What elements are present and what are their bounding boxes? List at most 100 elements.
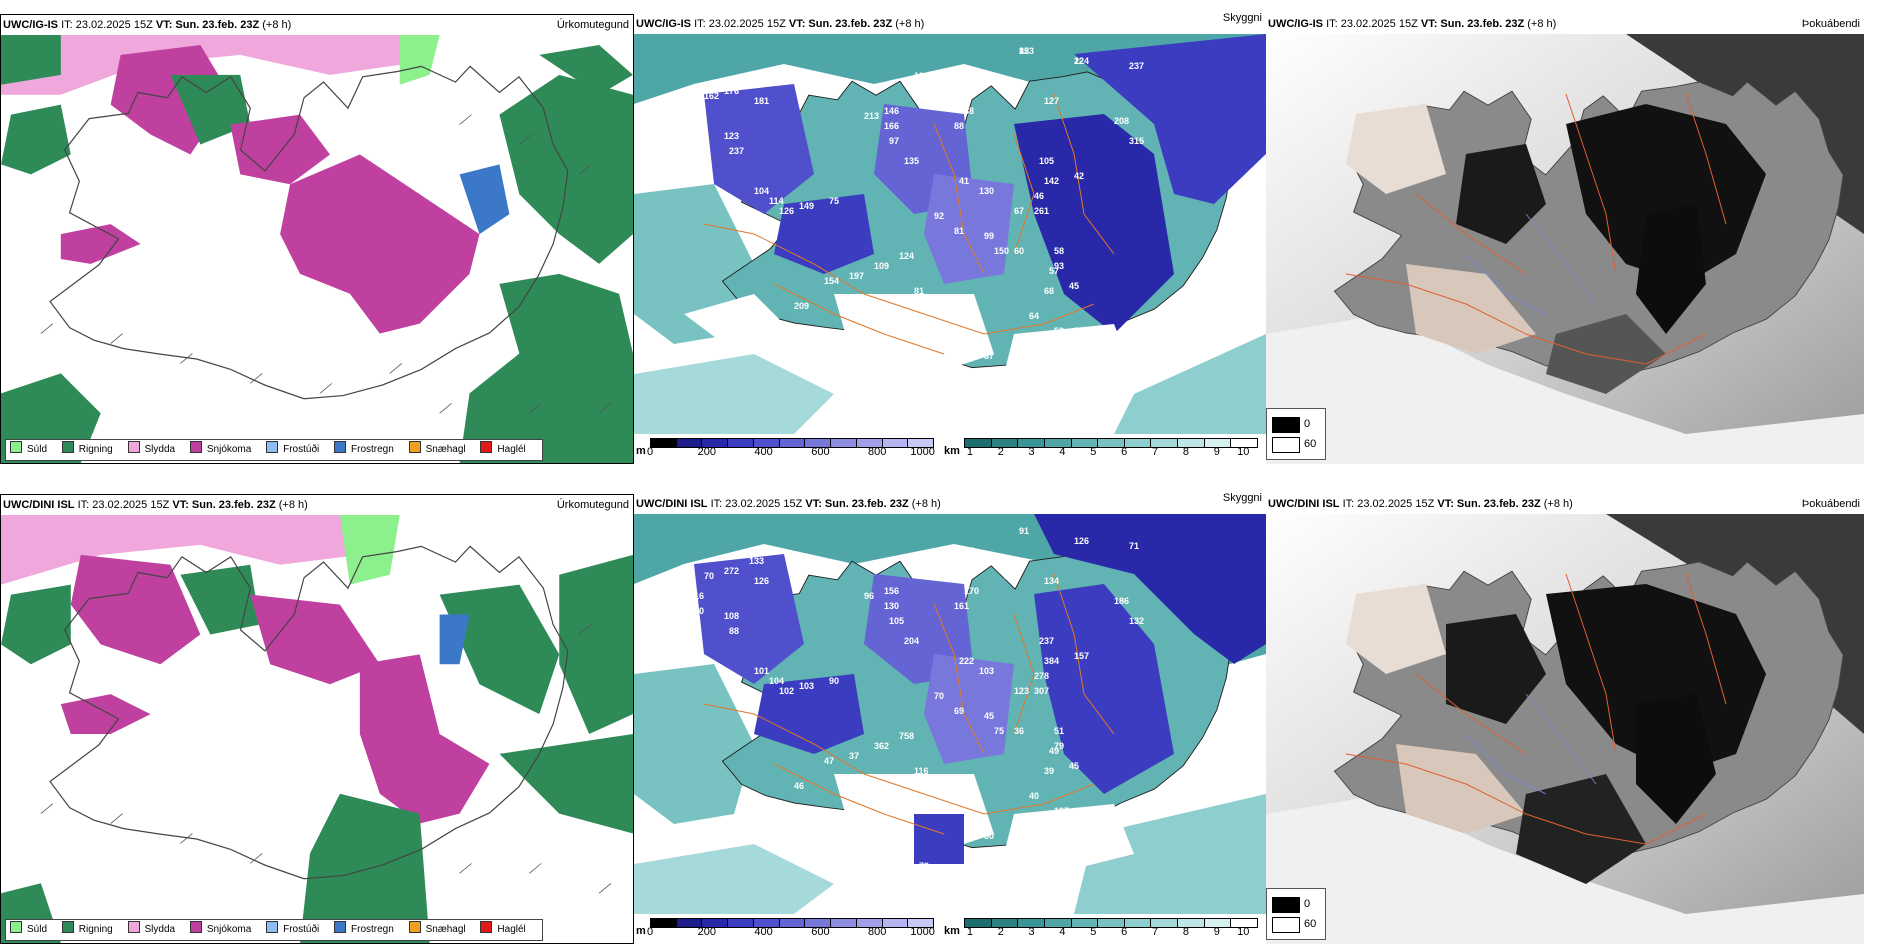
init-time: IT: 23.02.2025 15Z: [61, 19, 153, 31]
visibility-map[interactable]: 85 124 237 61 78 59 94 127 193 66 88 88 208 315 162 176…: [634, 34, 1266, 434]
legend-label: Snæhagl: [425, 444, 466, 455]
fog-map-canvas: [1266, 514, 1864, 944]
ceiling-value-label: 261: [1034, 206, 1049, 216]
visibility-colorbar: km 1 2 3 4 5 6 7 8 9 10: [944, 916, 1262, 940]
tick-label: 4: [1059, 926, 1066, 938]
init-time: IT: 23.02.2025 15Z: [1342, 498, 1435, 510]
legend-swatch: [480, 921, 493, 933]
fog-key-label: 60: [1304, 918, 1317, 930]
ceiling-value-label: 176: [919, 381, 934, 391]
ceiling-value-label: 81: [954, 226, 964, 236]
tick-label: 1: [966, 926, 973, 938]
visibility-unit: km: [944, 925, 960, 937]
ceiling-value-label: 315: [1129, 136, 1144, 146]
ceiling-value-label: 156: [884, 586, 899, 596]
precip-map[interactable]: [1, 515, 633, 943]
legend-item: Snæhagl: [408, 440, 466, 460]
ceiling-value-label: 186: [1114, 596, 1129, 606]
precip-map-canvas: [1, 35, 633, 463]
fog-map[interactable]: [1266, 514, 1864, 944]
ceiling-value-label: 78: [994, 76, 1004, 86]
ceiling-value-label: 30: [984, 831, 994, 841]
ceiling-value-label: 88: [954, 121, 964, 131]
legend-label: Rigning: [78, 924, 113, 935]
ceiling-value-label: 101: [754, 666, 769, 676]
tick-label: 7: [1152, 446, 1159, 458]
ceiling-value-label: 102: [779, 686, 794, 696]
ceiling-value-label: 61: [964, 66, 974, 76]
ceiling-value-label: 57: [1049, 266, 1059, 276]
tick-label: 0: [646, 926, 654, 938]
precip-type-panel-top: UWC/IG-IS IT: 23.02.2025 15Z VT: Sun. 23…: [0, 14, 634, 464]
tick-label: 2: [997, 926, 1004, 938]
ceiling-value-label: 45: [984, 711, 994, 721]
ceiling-value-label: 126: [1074, 536, 1089, 546]
ceiling-value-label: 79: [1054, 741, 1064, 751]
ceiling-value-label: 176: [724, 86, 739, 96]
fog-key-swatch: [1272, 897, 1300, 913]
ceiling-value-label: 69: [954, 706, 964, 716]
fog-map-canvas: [1266, 34, 1864, 464]
precip-legend: Súld Rigning Slydda Snjókoma Frostúði Fr…: [5, 439, 543, 461]
valid-time: Sun. 23.feb. 23Z: [175, 19, 260, 31]
legend-label: Snjókoma: [206, 444, 252, 455]
ceiling-value-label: 157: [1074, 651, 1089, 661]
ceiling-value-label: 384: [1044, 656, 1059, 666]
panel-header: UWC/DINI ISL IT: 23.02.2025 15Z VT: Sun.…: [1266, 494, 1900, 514]
legend-swatch: [127, 441, 140, 453]
ceiling-value-label: 114: [769, 196, 784, 206]
valid-time: Sun. 23.feb. 23Z: [1440, 18, 1525, 30]
legend-label: Snæhagl: [425, 924, 466, 935]
precip-map[interactable]: [1, 35, 633, 463]
tick-label: 10: [1237, 926, 1250, 938]
panel-header: UWC/DINI ISL IT: 23.02.2025 15Z VT: Sun.…: [634, 492, 1266, 514]
fog-map[interactable]: [1266, 34, 1864, 464]
legend-label: Frostúði: [283, 444, 320, 455]
ceiling-value-label: 689: [689, 126, 704, 136]
ceiling-value-label: 97: [889, 136, 899, 146]
ceiling-value-label: 72: [1074, 326, 1084, 336]
ceiling-value-label: 59: [964, 86, 974, 96]
ceiling-value-label: 123: [1014, 686, 1029, 696]
legend-swatch: [10, 441, 22, 453]
fog-key: 0 60: [1266, 888, 1326, 940]
legend-swatch: [127, 921, 140, 933]
fog-index-panel-top: UWC/IG-IS IT: 23.02.2025 15Z VT: Sun. 23…: [1266, 14, 1900, 464]
ceiling-value-label: 66: [859, 294, 869, 304]
fog-key-label: 60: [1304, 438, 1317, 450]
ceiling-value-label: 124: [1074, 56, 1089, 66]
legend-swatch: [408, 441, 421, 453]
tick-label: 9: [1213, 446, 1220, 458]
lead-time: (+8 h): [278, 499, 308, 511]
ceiling-value-label: 164: [1074, 806, 1089, 816]
ceiling-value-label: 127: [1044, 96, 1059, 106]
ceiling-unit: m: [636, 925, 646, 937]
ceiling-value-label: 68: [1044, 286, 1054, 296]
tick-label: 600: [811, 446, 830, 458]
legend-item: Haglél: [480, 440, 526, 460]
fog-key: 0 60: [1266, 408, 1326, 460]
legend-item: Slydda: [127, 920, 175, 940]
ceiling-value-label: 92: [934, 211, 944, 221]
tick-label: 600: [811, 926, 830, 938]
model-name: UWC/IG-IS: [1268, 18, 1323, 30]
ceiling-value-label: 36: [1014, 726, 1024, 736]
lead-time: (+8 h): [1527, 18, 1557, 30]
legend-swatch: [189, 441, 202, 453]
lead-time: (+8 h): [1543, 498, 1573, 510]
ceiling-value-label: 70: [704, 571, 714, 581]
tick-label: 7: [1152, 926, 1159, 938]
ceiling-value-label: 47: [824, 756, 834, 766]
ceiling-value-label: 150: [994, 246, 1009, 256]
ceiling-value-label: 99: [984, 231, 994, 241]
ceiling-value-label: 58: [859, 774, 869, 784]
tick-label: 5: [1090, 926, 1097, 938]
visibility-map[interactable]: 91 126 71 97 60 129 133 134 209 258 170 161 186 132 70…: [634, 514, 1266, 914]
ceiling-value-label: 39: [1044, 766, 1054, 776]
lead-time: (+8 h): [895, 18, 925, 30]
legend-label: Frostregn: [351, 924, 394, 935]
legend-item: Snjókoma: [189, 920, 251, 940]
tick-label: 5: [1090, 446, 1097, 458]
panel-header: UWC/IG-IS IT: 23.02.2025 15Z VT: Sun. 23…: [1, 15, 633, 35]
